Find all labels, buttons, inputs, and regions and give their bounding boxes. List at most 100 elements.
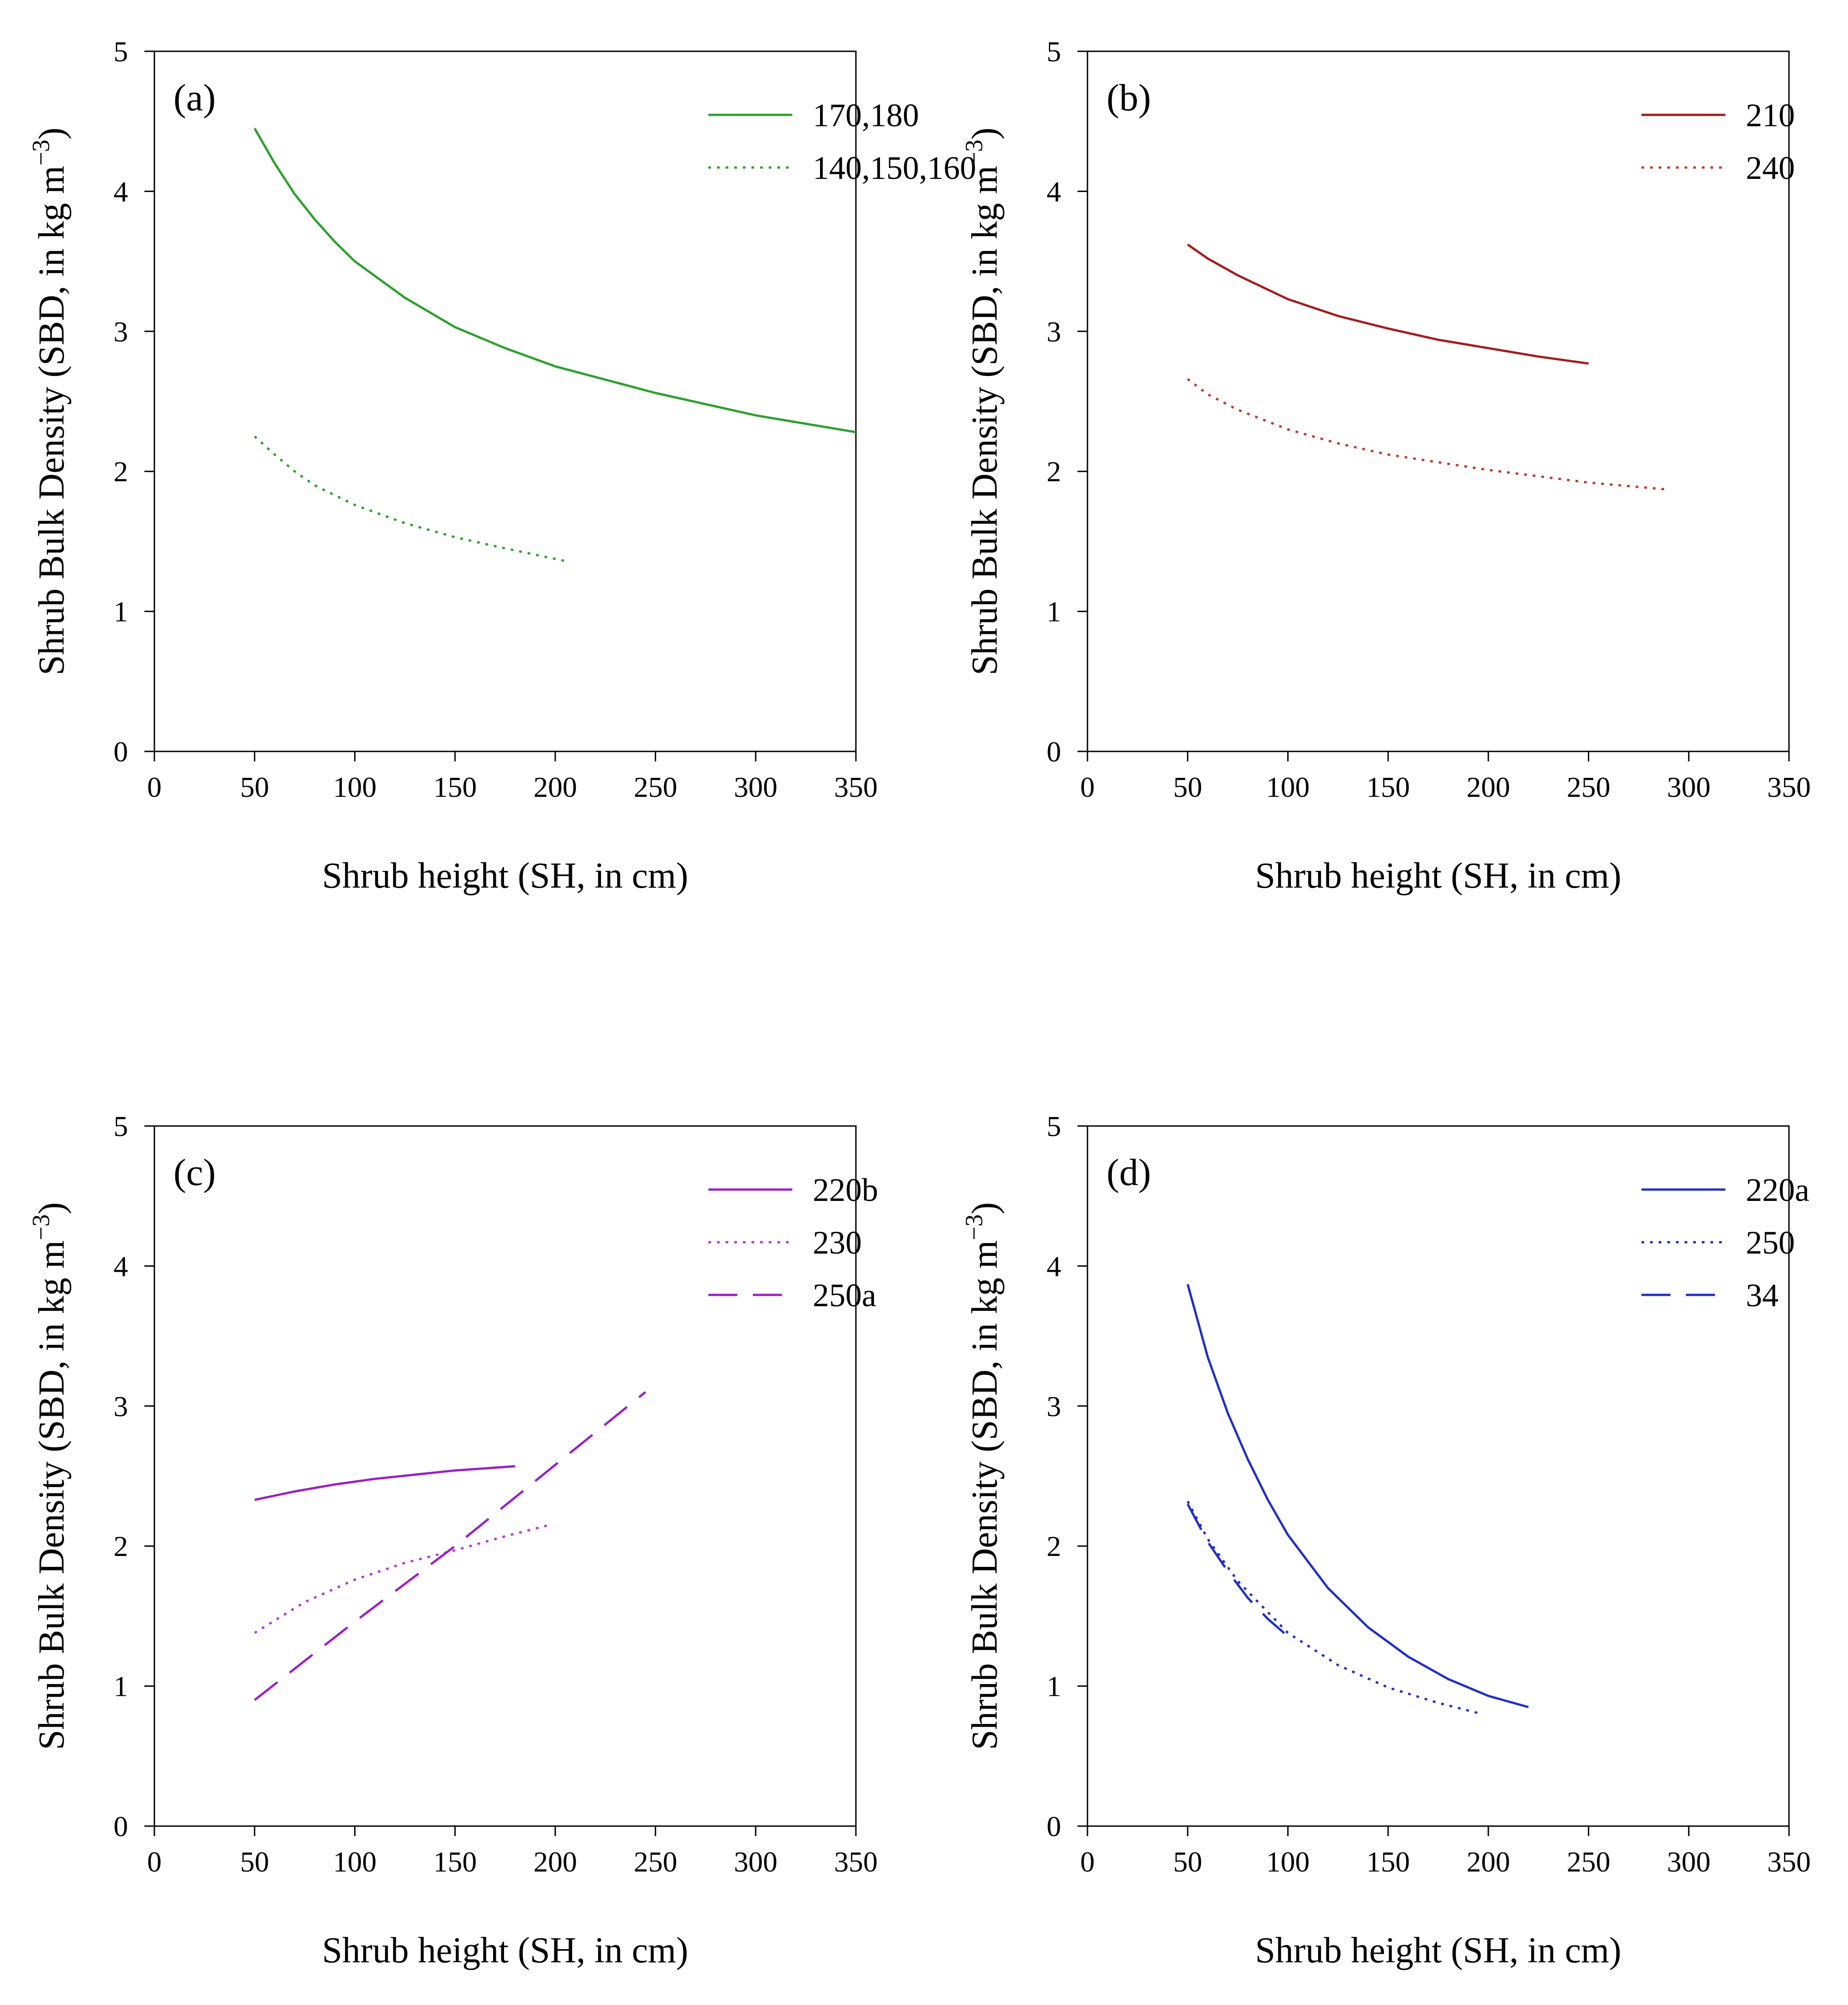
chart-0-y-axis-title: Shrub Bulk Density (SBD, in kg m−3) xyxy=(27,128,72,675)
chart-0-y-axis-title-sup: −3 xyxy=(27,139,54,165)
chart-3-series-2-line xyxy=(1186,1503,1293,1641)
chart-2-legend-label-1: 230 xyxy=(813,1225,862,1261)
chart-1-y-tick-label-3: 3 xyxy=(1047,316,1061,348)
chart-3-x-tick-label-6: 300 xyxy=(1667,1846,1710,1878)
chart-0-x-tick-label-3: 150 xyxy=(433,771,477,803)
chart-0-series-0-line xyxy=(253,128,856,434)
chart-1-y-axis-title-close: ) xyxy=(965,128,1005,140)
chart-2-y-axis-title-main: Shrub Bulk Density (SBD, in kg m xyxy=(32,1240,72,1750)
chart-1-y-tick-label-0: 0 xyxy=(1047,736,1061,768)
chart-1-x-tick-label-4: 200 xyxy=(1467,771,1510,803)
chart-0-x-tick-label-6: 300 xyxy=(734,771,777,803)
chart-1-y-axis-title: Shrub Bulk Density (SBD, in kg m−3) xyxy=(960,128,1005,675)
chart-3-y-tick-label-5: 5 xyxy=(1047,1110,1061,1142)
chart-0-y-tick-label-0: 0 xyxy=(114,736,128,768)
chart-2-x-tick-label-1: 50 xyxy=(240,1846,269,1878)
chart-1-panel-label: (b) xyxy=(1107,77,1151,119)
chart-0-x-tick-label-0: 0 xyxy=(147,771,162,803)
chart-2-plot-frame xyxy=(153,1125,857,1827)
chart-1-y-tick-label-2: 2 xyxy=(1047,455,1061,488)
chart-1-x-tick-label-7: 350 xyxy=(1767,771,1811,803)
chart-1-x-tick-label-3: 150 xyxy=(1366,771,1410,803)
chart-2-series-0-line xyxy=(254,1465,515,1501)
chart-3-x-tick-label-2: 100 xyxy=(1266,1846,1309,1878)
chart-3-legend-label-2: 34 xyxy=(1746,1277,1779,1314)
chart-0-y-tick-label-1: 1 xyxy=(114,596,128,628)
chart-0-series-1-line xyxy=(254,435,566,563)
chart-0-legend-label-0: 170,180 xyxy=(813,97,919,133)
chart-1-y-axis-title-main: Shrub Bulk Density (SBD, in kg m xyxy=(965,166,1005,675)
chart-3-x-tick-label-1: 50 xyxy=(1173,1846,1202,1878)
chart-0-legend-label-1: 140,150,160 xyxy=(813,150,976,186)
chart-2-series-1-line xyxy=(254,1524,550,1634)
chart-1-series-1-line xyxy=(1187,378,1669,491)
chart-2-y-axis-title-close: ) xyxy=(32,1202,72,1215)
chart-1-series-0-line xyxy=(1187,243,1589,365)
chart-2-legend-label-0: 220b xyxy=(813,1172,878,1208)
chart-panel-0: 0 50 100 150 200 250 300 350 0 1 2 3 4 5 Shrub height … xyxy=(27,35,976,896)
chart-2-x-tick-label-2: 100 xyxy=(333,1846,376,1878)
chart-0-x-tick-label-5: 250 xyxy=(634,771,677,803)
chart-2-x-tick-label-4: 200 xyxy=(534,1846,577,1878)
chart-3-legend-label-1: 250 xyxy=(1746,1225,1795,1261)
chart-panel-1: 0 50 100 150 200 250 300 350 0 1 2 3 4 5 Shrub height … xyxy=(960,35,1811,896)
chart-3-y-tick-label-4: 4 xyxy=(1047,1250,1061,1282)
chart-1-y-axis-title-sup: −3 xyxy=(960,139,988,165)
chart-2-x-tick-label-0: 0 xyxy=(147,1846,162,1878)
chart-3-x-tick-label-0: 0 xyxy=(1080,1846,1095,1878)
chart-3-y-tick-label-2: 2 xyxy=(1047,1530,1061,1562)
chart-2-y-axis-title: Shrub Bulk Density (SBD, in kg m−3) xyxy=(27,1202,72,1750)
chart-0-x-tick-label-4: 200 xyxy=(534,771,577,803)
chart-3-legend-label-0: 220a xyxy=(1746,1172,1809,1208)
chart-3-y-tick-label-1: 1 xyxy=(1047,1670,1061,1703)
chart-1-y-tick-label-4: 4 xyxy=(1047,175,1061,207)
chart-0-x-tick-label-2: 100 xyxy=(333,771,376,803)
chart-2-y-tick-label-3: 3 xyxy=(114,1390,128,1422)
chart-1-x-axis-title: Shrub height (SH, in cm) xyxy=(1255,856,1621,896)
chart-0-x-axis-title: Shrub height (SH, in cm) xyxy=(322,856,688,896)
chart-1-y-tick-label-1: 1 xyxy=(1047,596,1061,628)
chart-3-y-axis-title-close: ) xyxy=(965,1202,1005,1215)
chart-2-y-tick-label-5: 5 xyxy=(114,1110,128,1142)
chart-3-x-tick-label-7: 350 xyxy=(1767,1846,1811,1878)
chart-2-x-tick-label-7: 350 xyxy=(834,1846,878,1878)
chart-2-y-tick-label-2: 2 xyxy=(114,1530,128,1562)
chart-2-x-axis-title: Shrub height (SH, in cm) xyxy=(322,1931,688,1970)
chart-2-y-tick-label-4: 4 xyxy=(114,1250,128,1282)
chart-2-x-tick-label-6: 300 xyxy=(734,1846,777,1878)
chart-1-legend-label-1: 240 xyxy=(1746,150,1795,186)
chart-3-x-axis-title: Shrub height (SH, in cm) xyxy=(1255,1931,1621,1970)
chart-1-x-tick-label-6: 300 xyxy=(1667,771,1710,803)
chart-3-panel-label: (d) xyxy=(1107,1151,1151,1194)
chart-1-x-tick-label-2: 100 xyxy=(1266,771,1309,803)
chart-2-x-tick-label-3: 150 xyxy=(433,1846,477,1878)
chart-1-x-tick-label-0: 0 xyxy=(1080,771,1095,803)
chart-1-legend-label-0: 210 xyxy=(1746,97,1795,133)
chart-1-plot-frame xyxy=(1087,50,1790,752)
chart-3-series-0-line xyxy=(1186,1284,1529,1709)
chart-3-y-axis-title-main: Shrub Bulk Density (SBD, in kg m xyxy=(965,1240,1005,1750)
chart-0-y-tick-label-4: 4 xyxy=(114,175,128,207)
chart-2-panel-label: (c) xyxy=(173,1151,216,1194)
chart-1-y-tick-label-5: 5 xyxy=(1047,35,1061,68)
chart-0-y-tick-label-2: 2 xyxy=(114,455,128,488)
chart-0-plot-frame xyxy=(153,50,857,752)
chart-3-x-tick-label-4: 200 xyxy=(1467,1846,1510,1878)
chart-2-y-tick-label-1: 1 xyxy=(114,1670,128,1703)
chart-1-x-tick-label-5: 250 xyxy=(1567,771,1611,803)
chart-2-x-tick-label-5: 250 xyxy=(634,1846,677,1878)
chart-2-y-tick-label-0: 0 xyxy=(114,1810,128,1842)
chart-1-x-tick-label-1: 50 xyxy=(1173,771,1202,803)
chart-3-y-tick-label-0: 0 xyxy=(1047,1810,1061,1842)
chart-3-y-axis-title-sup: −3 xyxy=(960,1214,988,1240)
chart-0-y-axis-title-main: Shrub Bulk Density (SBD, in kg m xyxy=(32,166,72,675)
chart-3-y-tick-label-3: 3 xyxy=(1047,1390,1061,1422)
chart-2-legend-label-2: 250a xyxy=(813,1277,876,1314)
chart-0-panel-label: (a) xyxy=(173,77,216,119)
chart-0-x-tick-label-7: 350 xyxy=(834,771,878,803)
chart-0-y-tick-label-3: 3 xyxy=(114,316,128,348)
chart-2-y-axis-title-sup: −3 xyxy=(27,1214,54,1240)
